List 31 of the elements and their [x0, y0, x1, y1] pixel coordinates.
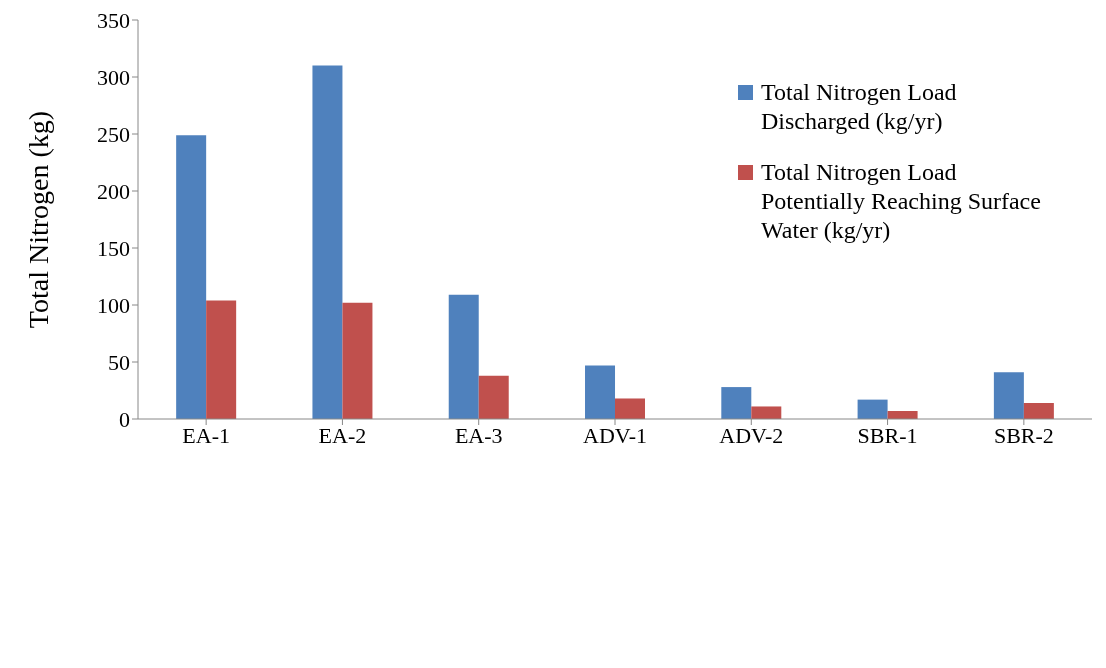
x-tick-label: EA-3: [454, 422, 503, 448]
bar: [857, 399, 888, 419]
legend-label: Total Nitrogen Load Potentially Reaching Surface Water (kg/yr): [761, 158, 1042, 245]
x-tick-label: ADV-1: [583, 422, 647, 448]
x-tick-label: SBR-1: [857, 422, 918, 448]
x-tick-label: EA-1: [182, 422, 230, 448]
y-axis-title: Total Nitrogen (kg): [22, 110, 54, 329]
bar: [721, 387, 752, 419]
bar: [206, 300, 237, 419]
x-tick-label: ADV-2: [719, 422, 784, 448]
bar: [312, 65, 343, 419]
y-tick-label: 100: [97, 292, 130, 318]
bar: [615, 398, 646, 419]
x-tick-label: SBR-2: [993, 422, 1054, 448]
bar: [585, 365, 616, 419]
bar: [448, 294, 479, 419]
bar: [342, 302, 373, 419]
y-tick-label: 0: [119, 406, 130, 432]
bar: [993, 372, 1024, 419]
y-tick-label: 250: [97, 121, 130, 147]
y-tick-label: 300: [97, 64, 130, 90]
x-tick-label: EA-2: [318, 422, 367, 448]
bar: [1023, 403, 1054, 419]
y-tick-label: 350: [97, 7, 130, 33]
y-tick-label: 150: [97, 235, 130, 261]
bar: [751, 406, 782, 419]
y-tick-label: 50: [108, 349, 130, 375]
bar: [176, 135, 207, 419]
y-tick-label: 200: [97, 178, 130, 204]
legend-label: Total Nitrogen Load Discharged (kg/yr): [761, 78, 958, 136]
bar: [478, 375, 509, 419]
